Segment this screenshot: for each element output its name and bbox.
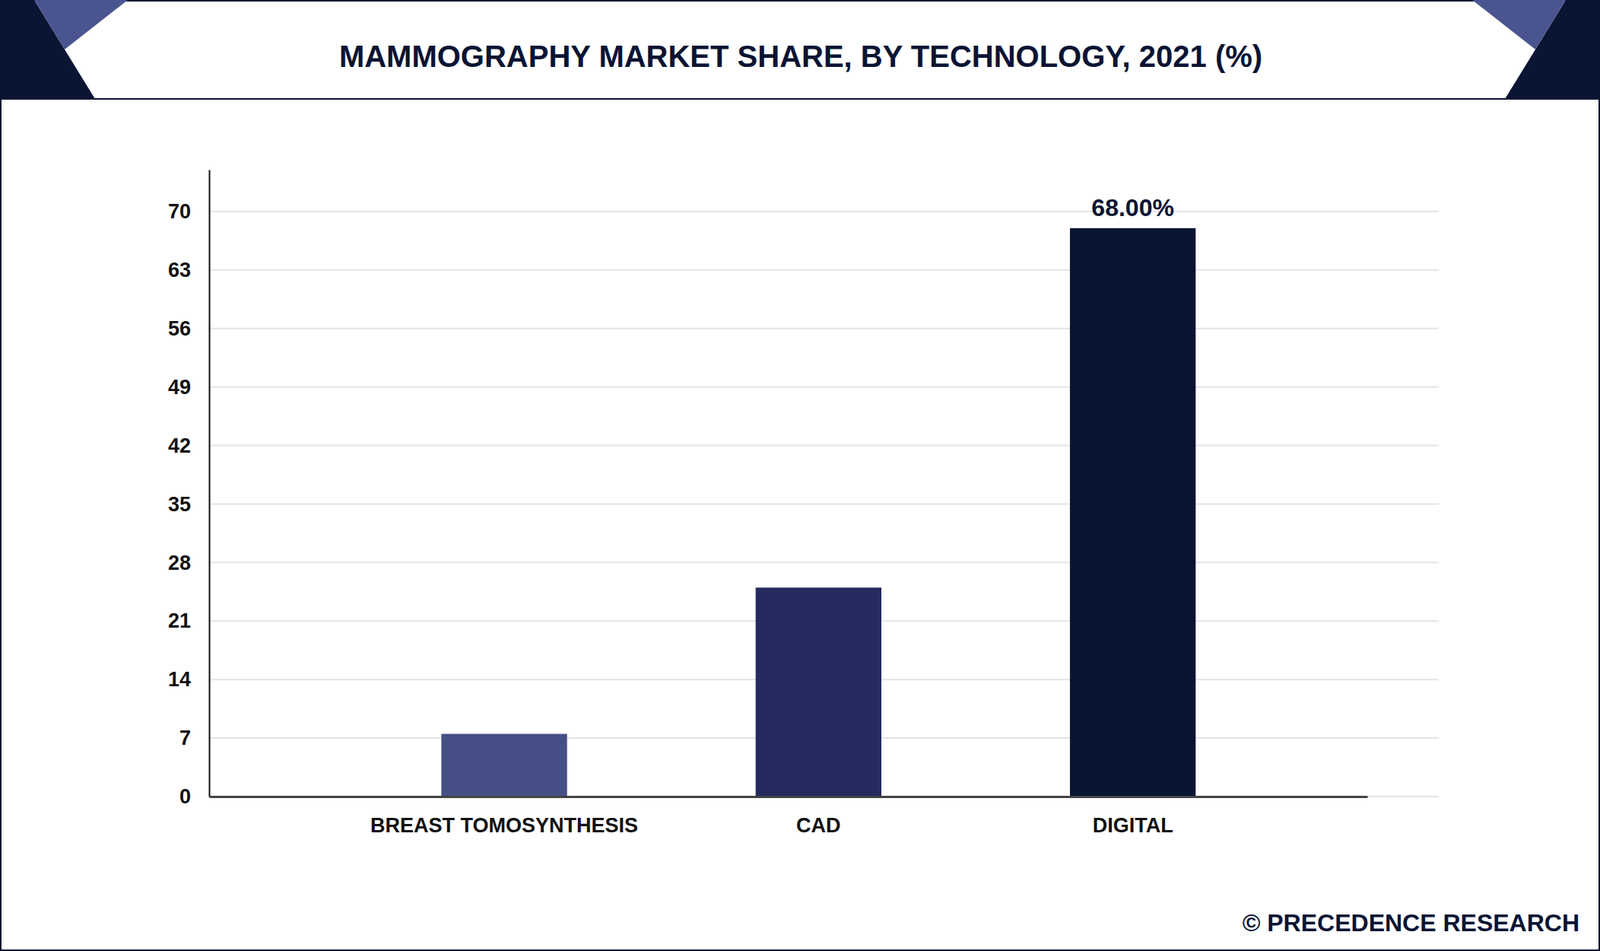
header-corner: [1472, 0, 1566, 50]
grid-line: [209, 210, 1439, 213]
bars: [441, 228, 1196, 797]
y-tick-label: 21: [168, 609, 191, 632]
header-line: [0, 98, 1600, 100]
x-axis-line: [209, 795, 1369, 798]
x-tick-label: BREAST TOMOSYNTHESIS: [370, 813, 639, 837]
y-tick: 42: [168, 434, 210, 458]
frame: [0, 0, 1600, 950]
x-axis: BREAST TOMOSYNTHESIS CAD DIGITAL: [209, 796, 1369, 838]
y-tick: 21: [168, 609, 210, 632]
y-tick-label: 14: [168, 667, 191, 691]
y-tick: 7: [179, 726, 210, 750]
title: MAMMOGRAPHY MARKET SHARE, BY TECHNOLOGY,…: [339, 39, 1263, 74]
y-tick: 63: [168, 258, 210, 282]
y-axis-line: [209, 170, 211, 797]
chart-svg: MAMMOGRAPHY MARKET SHARE, BY TECHNOLOGY,…: [0, 0, 1600, 951]
grid-line: [209, 327, 1439, 330]
grid-line: [209, 561, 1439, 563]
y-tick-label: 42: [168, 434, 191, 458]
bar: [1069, 228, 1196, 797]
data-labels: 68.00%: [1091, 193, 1175, 222]
y-axis: 0 7 14 21 28 35 42 49 56 63 70: [168, 170, 210, 809]
y-tick: 70: [168, 200, 210, 223]
y-tick-label: 0: [179, 784, 191, 808]
data-label: 68.00%: [1091, 193, 1175, 222]
header-corner: [34, 0, 128, 50]
y-tick-label: 7: [179, 726, 191, 750]
y-tick-label: 35: [168, 492, 191, 516]
x-tick: CAD: [796, 813, 842, 837]
y-tick: 0: [179, 784, 210, 808]
y-tick-label: 28: [168, 551, 191, 575]
y-tick: 56: [168, 317, 210, 340]
bar: [755, 587, 882, 797]
source: © PRECEDENCE RESEARCH: [1242, 908, 1580, 937]
grid-line: [209, 795, 1439, 797]
grid-line: [209, 502, 1439, 505]
y-tick-label: 56: [168, 317, 191, 340]
grid-line: [209, 444, 1439, 447]
x-tick: DIGITAL: [1092, 813, 1174, 837]
x-tick-label: CAD: [796, 813, 842, 837]
y-tick: 14: [168, 667, 210, 691]
y-tick: 49: [168, 375, 210, 399]
y-tick-label: 63: [168, 258, 191, 282]
y-tick-label: 49: [168, 375, 191, 399]
grid-line: [209, 386, 1439, 388]
x-tick-label: DIGITAL: [1092, 813, 1174, 837]
grid-line: [209, 269, 1439, 271]
grid: [209, 211, 1439, 797]
bar: [441, 733, 567, 797]
y-tick: 28: [168, 551, 210, 575]
y-tick-label: 70: [168, 200, 191, 223]
x-tick: BREAST TOMOSYNTHESIS: [370, 813, 639, 837]
y-tick: 35: [168, 492, 210, 516]
